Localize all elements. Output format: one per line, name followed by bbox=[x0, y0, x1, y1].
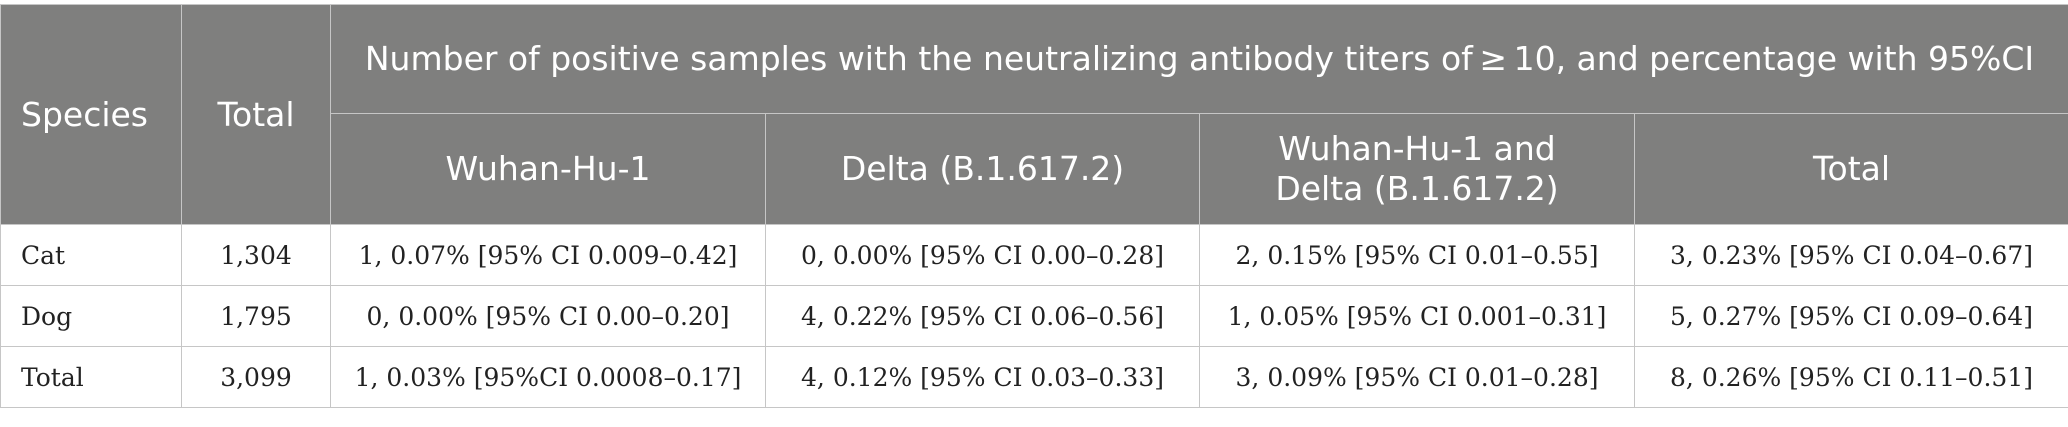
table-row: Dog 1,795 0, 0.00% [95% CI 0.00–0.20] 4,… bbox=[0, 285, 2068, 347]
species-cell: Dog bbox=[0, 285, 182, 347]
wuhan-cell: 1, 0.07% [95% CI 0.009–0.42] bbox=[330, 224, 766, 286]
delta-cell: 0, 0.00% [95% CI 0.00–0.28] bbox=[765, 224, 1200, 286]
wuhan-cell: 0, 0.00% [95% CI 0.00–0.20] bbox=[330, 285, 766, 347]
both-header: Wuhan-Hu-1 and Delta (B.1.617.2) bbox=[1199, 113, 1635, 225]
total-cell: 3,099 bbox=[181, 346, 331, 408]
wuhan-cell: 1, 0.03% [95%CI 0.0008–0.17] bbox=[330, 346, 766, 408]
delta-cell: 4, 0.12% [95% CI 0.03–0.33] bbox=[765, 346, 1200, 408]
table-row: Cat 1,304 1, 0.07% [95% CI 0.009–0.42] 0… bbox=[0, 224, 2068, 286]
overall-cell: 3, 0.23% [95% CI 0.04–0.67] bbox=[1634, 224, 2068, 286]
wuhan-header: Wuhan-Hu-1 bbox=[330, 113, 766, 225]
overall-cell: 5, 0.27% [95% CI 0.09–0.64] bbox=[1634, 285, 2068, 347]
delta-cell: 4, 0.22% [95% CI 0.06–0.56] bbox=[765, 285, 1200, 347]
results-table: Species Total Number of positive samples… bbox=[0, 4, 2068, 408]
results-table-wrapper: Species Total Number of positive samples… bbox=[0, 4, 2068, 408]
overall-cell: 8, 0.26% [95% CI 0.11–0.51] bbox=[1634, 346, 2068, 408]
table-header: Species Total Number of positive samples… bbox=[0, 4, 2068, 225]
total-header: Total bbox=[181, 4, 331, 225]
total-cell: 1,304 bbox=[181, 224, 331, 286]
total-cell: 1,795 bbox=[181, 285, 331, 347]
header-row-2: Wuhan-Hu-1 Delta (B.1.617.2) Wuhan-Hu-1 … bbox=[1, 113, 2068, 225]
species-cell: Cat bbox=[0, 224, 182, 286]
both-cell: 3, 0.09% [95% CI 0.01–0.28] bbox=[1199, 346, 1635, 408]
group-header: Number of positive samples with the neut… bbox=[330, 4, 2068, 114]
header-row-1: Species Total Number of positive samples… bbox=[0, 4, 2068, 225]
delta-header: Delta (B.1.617.2) bbox=[765, 113, 1200, 225]
both-cell: 2, 0.15% [95% CI 0.01–0.55] bbox=[1199, 224, 1635, 286]
overall-total-header: Total bbox=[1634, 113, 2068, 225]
species-header: Species bbox=[0, 4, 182, 225]
species-cell: Total bbox=[0, 346, 182, 408]
table-row: Total 3,099 1, 0.03% [95%CI 0.0008–0.17]… bbox=[0, 346, 2068, 408]
table-body: Cat 1,304 1, 0.07% [95% CI 0.009–0.42] 0… bbox=[0, 224, 2068, 408]
both-cell: 1, 0.05% [95% CI 0.001–0.31] bbox=[1199, 285, 1635, 347]
